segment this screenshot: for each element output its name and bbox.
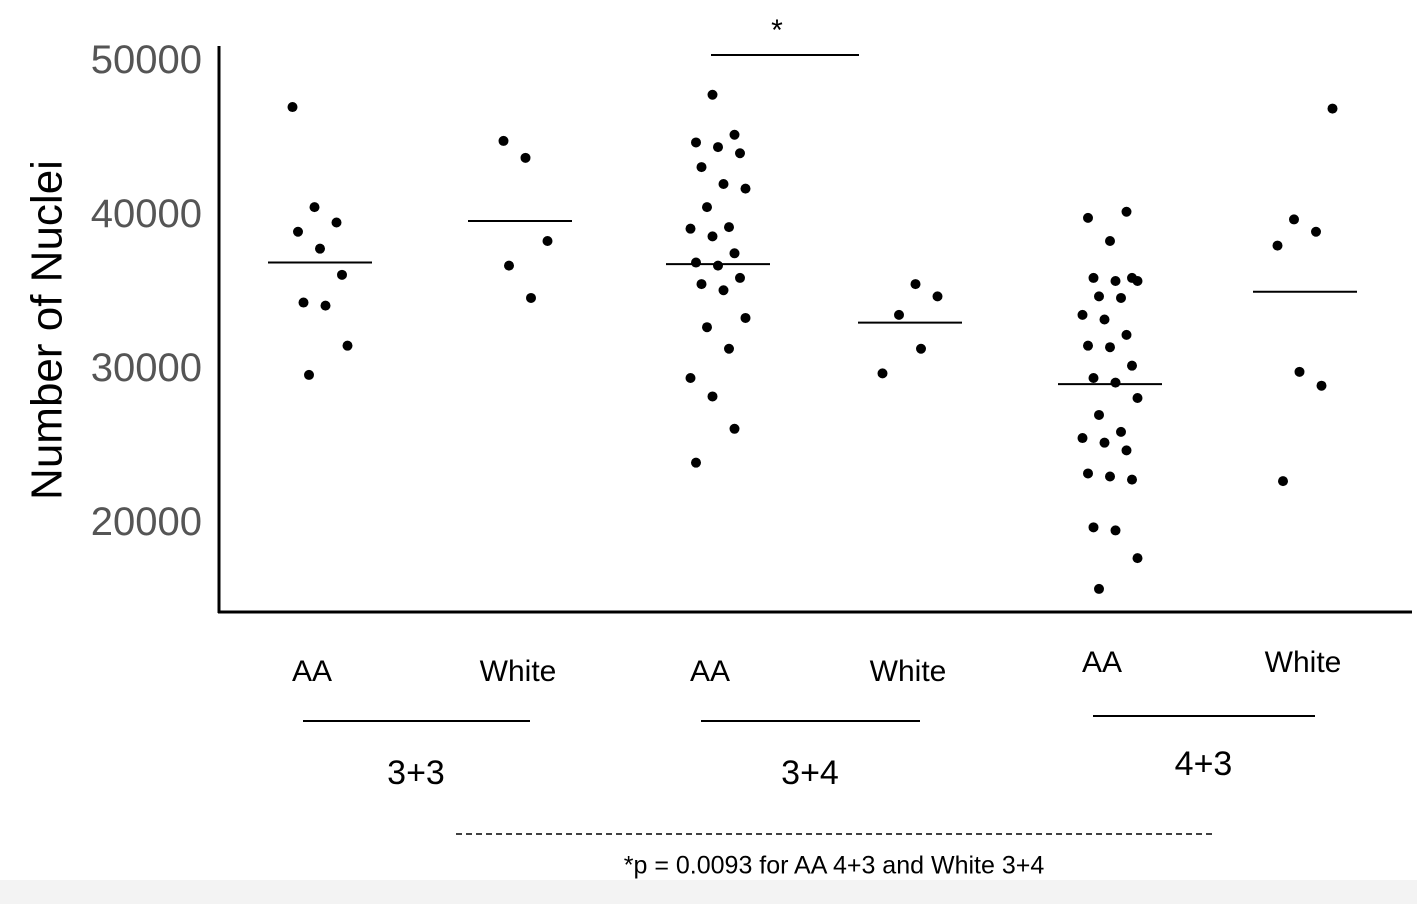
data-point [713, 142, 723, 153]
x-tick-label: White [1265, 646, 1342, 679]
group-label: 4+3 [1175, 745, 1233, 783]
data-point [685, 372, 696, 383]
data-point [735, 148, 745, 159]
data-point [707, 231, 718, 242]
data-point [342, 340, 353, 351]
y-tick-label: 30000 [91, 346, 202, 390]
data-point [718, 179, 729, 190]
group-label: 3+4 [781, 754, 839, 792]
x-tick-label: White [480, 655, 557, 688]
data-point [718, 285, 729, 296]
data-point [337, 269, 347, 280]
data-point [1127, 360, 1137, 371]
data-point [1083, 468, 1093, 479]
data-point [707, 391, 718, 402]
data-point [331, 217, 342, 228]
data-point [1327, 103, 1338, 114]
data-point [1077, 433, 1088, 444]
data-point [707, 89, 718, 100]
data-point [1294, 366, 1305, 377]
data-point [1132, 553, 1143, 564]
data-point [1088, 522, 1099, 533]
data-point [315, 243, 325, 254]
data-point [702, 202, 712, 213]
data-point [1099, 314, 1110, 325]
data-point [1311, 226, 1321, 237]
data-point [1083, 340, 1093, 351]
footer-band [0, 880, 1417, 904]
data-point [729, 423, 740, 434]
data-point [1105, 342, 1115, 353]
data-point [696, 279, 707, 290]
data-point [691, 257, 701, 268]
data-point [702, 322, 712, 333]
data-point [293, 226, 303, 237]
data-point [685, 223, 696, 234]
data-point [309, 202, 320, 213]
data-point [498, 135, 509, 146]
data-point [724, 222, 734, 233]
data-point [1088, 372, 1099, 383]
data-point [1316, 380, 1327, 391]
data-point [320, 300, 331, 311]
data-point [287, 102, 298, 113]
data-point [1094, 409, 1104, 420]
data-point [1099, 437, 1110, 448]
data-point [916, 343, 926, 354]
x-tick-label: AA [690, 655, 730, 688]
data-point [1272, 240, 1283, 251]
significance-mark: * [771, 14, 783, 47]
data-point [735, 272, 745, 283]
data-point [298, 297, 309, 308]
data-point [1088, 272, 1099, 283]
data-point [740, 183, 751, 194]
data-point [1121, 206, 1132, 217]
data-point [729, 248, 740, 259]
data-point [877, 368, 888, 379]
data-point [1110, 276, 1121, 287]
y-tick-label: 40000 [91, 192, 202, 236]
data-point [1105, 471, 1115, 482]
data-point [1121, 445, 1132, 456]
y-tick-label: 20000 [91, 500, 202, 544]
footnote: *p = 0.0093 for AA 4+3 and White 3+4 [624, 852, 1045, 880]
data-point [1105, 235, 1115, 246]
data-point [1116, 426, 1126, 437]
data-point [1132, 393, 1143, 404]
data-point [1116, 292, 1126, 303]
y-axis-label: Number of Nuclei [23, 160, 72, 500]
group-label: 3+3 [387, 754, 445, 792]
data-point [713, 260, 723, 271]
data-point [691, 457, 701, 468]
data-point [1110, 377, 1121, 388]
data-point [1094, 583, 1104, 594]
x-tick-label: AA [1082, 646, 1122, 679]
data-point [1077, 309, 1088, 320]
data-point [696, 162, 707, 173]
data-point [1121, 329, 1132, 340]
data-point [1132, 276, 1143, 287]
data-point [504, 260, 514, 271]
data-point [932, 291, 943, 302]
data-point [542, 235, 553, 246]
data-point [304, 369, 314, 380]
x-tick-label: White [870, 655, 947, 688]
data-point [1278, 476, 1288, 487]
y-tick-label: 50000 [91, 38, 202, 82]
data-point [520, 152, 531, 163]
data-point [1083, 212, 1093, 223]
data-point [729, 129, 740, 140]
data-point [910, 279, 921, 290]
x-tick-label: AA [292, 655, 332, 688]
data-point [1289, 214, 1299, 225]
data-point [724, 343, 734, 354]
data-point [526, 292, 536, 303]
data-point [1110, 525, 1121, 536]
data-point [691, 137, 701, 148]
data-point [1127, 474, 1137, 485]
data-point [894, 309, 904, 320]
data-point [1094, 291, 1104, 302]
data-point [740, 312, 751, 323]
